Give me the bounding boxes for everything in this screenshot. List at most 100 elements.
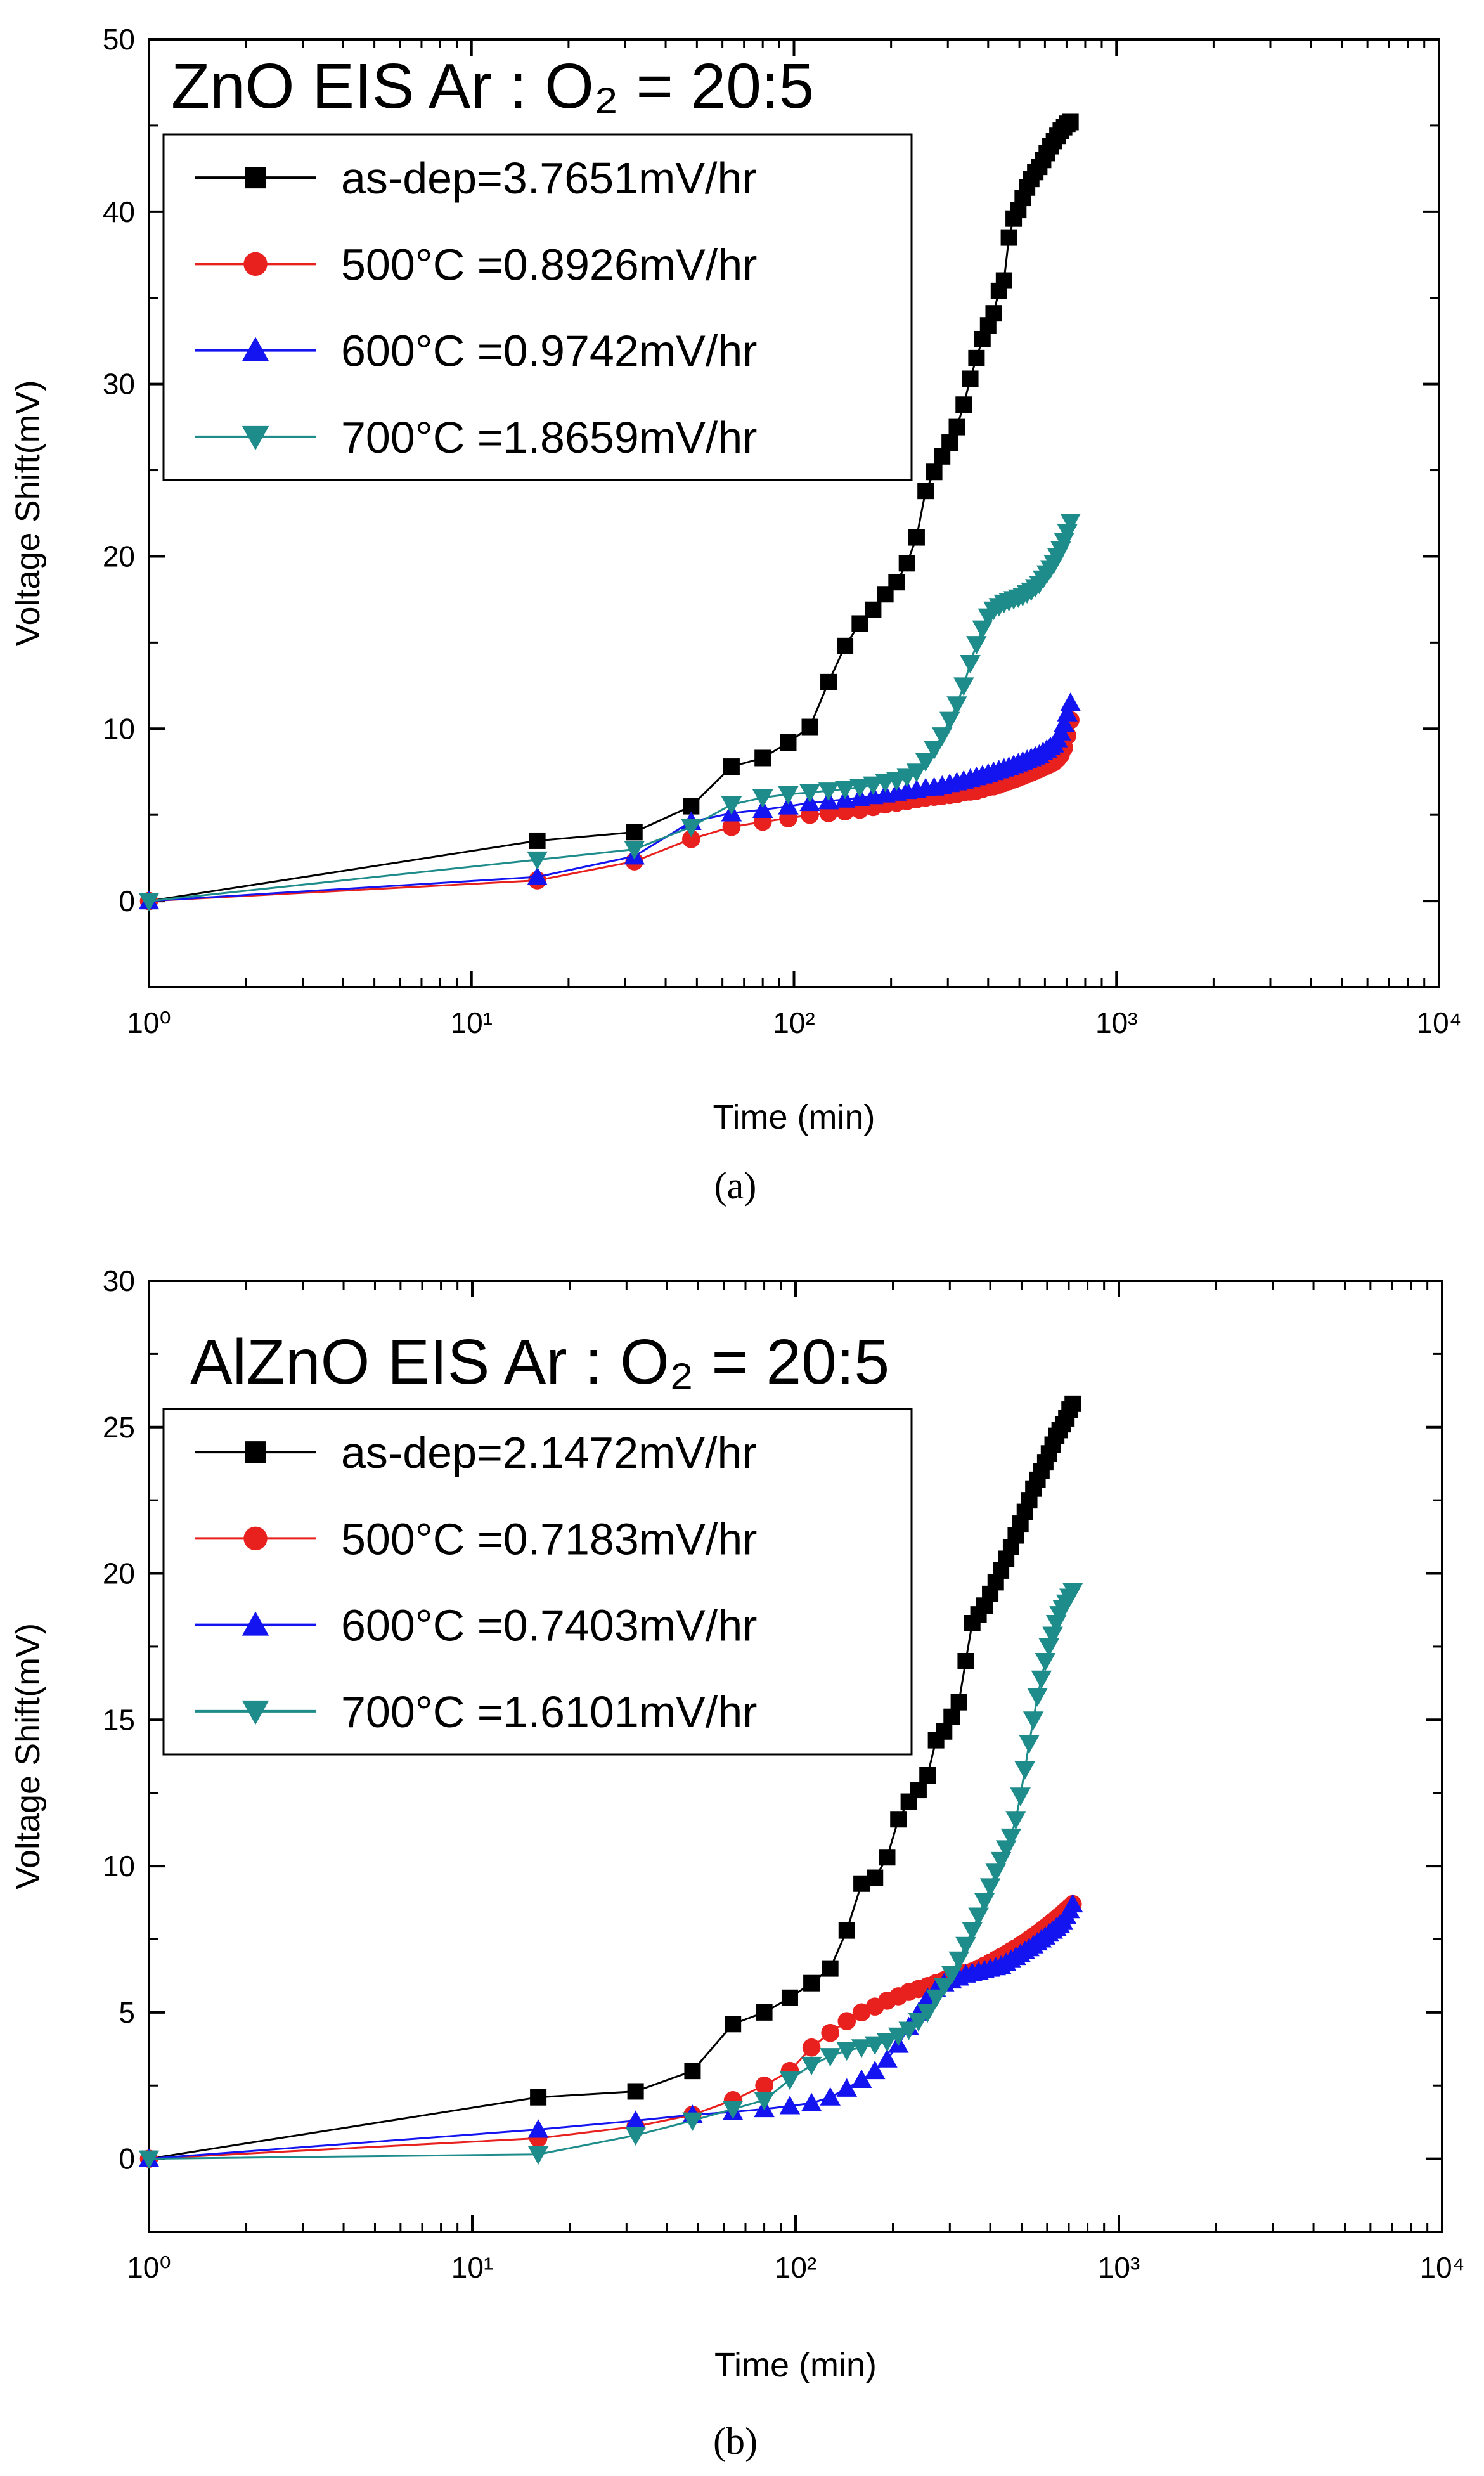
data-point (1038, 1638, 1060, 1657)
data-point (1057, 524, 1078, 543)
data-point (821, 2023, 839, 2042)
data-point (803, 1974, 820, 1992)
data-point (915, 753, 936, 772)
data-point (723, 758, 740, 775)
y-tick-label: 40 (103, 195, 135, 228)
y-tick-label: 0 (119, 2142, 135, 2175)
data-point (934, 1978, 955, 1997)
data-point (908, 529, 925, 546)
data-point (527, 2119, 549, 2138)
data-point (953, 677, 974, 696)
data-point (681, 819, 702, 838)
data-point (1062, 113, 1079, 131)
data-point (939, 711, 960, 730)
data-point (752, 789, 773, 808)
data-point (926, 1989, 946, 2009)
data-point (919, 1767, 936, 1784)
data-point (962, 370, 979, 387)
data-point (799, 784, 820, 803)
data-point (1060, 692, 1081, 711)
data-point (836, 2042, 858, 2061)
data-point (968, 1907, 989, 1926)
legend-box (162, 133, 913, 481)
data-point (917, 483, 934, 500)
series-0 (141, 1395, 1081, 2167)
data-point (1062, 1893, 1083, 1913)
data-point (888, 574, 905, 591)
data-point (778, 786, 799, 805)
data-point (948, 1951, 969, 1971)
data-point (974, 1893, 995, 1912)
data-point (725, 2016, 742, 2033)
data-point (1035, 1653, 1056, 1672)
chart-title: AlZnO EIS Ar : O₂ = 20:5 (190, 1326, 889, 1397)
x-tick-label: 10³ (1095, 1006, 1137, 1039)
data-point (1064, 1395, 1081, 1412)
x-tick-label: 10⁰ (127, 1006, 171, 1039)
x-tick-label: 10⁰ (127, 2251, 171, 2284)
y-tick-label: 25 (103, 1411, 135, 1444)
data-point (684, 2063, 701, 2080)
legend-label: 700°C =1.8659mV/hr (341, 413, 757, 462)
chart-title: ZnO EIS Ar : O₂ = 20:5 (171, 51, 814, 122)
x-tick-label: 10³ (1098, 2251, 1140, 2284)
data-point (865, 601, 882, 618)
legend-label: as-dep=3.7651mV/hr (341, 153, 757, 203)
y-tick-label: 30 (103, 368, 135, 401)
legend-box (162, 1408, 913, 1756)
data-point (837, 2012, 856, 2030)
data-point (898, 2021, 919, 2040)
data-point (779, 2071, 801, 2090)
x-tick-label: 10² (775, 2251, 816, 2284)
data-point (955, 396, 972, 413)
data-point (818, 782, 839, 801)
data-point (778, 796, 799, 815)
data-point (863, 776, 884, 795)
data-point (1005, 1811, 1026, 1830)
data-point (906, 763, 927, 782)
x-tick-label: 10⁴ (1420, 2251, 1465, 2284)
y-tick-label: 0 (119, 885, 135, 917)
data-point (756, 2004, 773, 2021)
data-point (625, 2110, 646, 2129)
data-point (955, 1936, 976, 1955)
data-point (820, 673, 837, 690)
y-tick-label: 10 (103, 712, 135, 745)
data-point (968, 349, 985, 366)
data-point (926, 463, 943, 481)
data-point (851, 615, 868, 632)
data-point (834, 781, 856, 800)
legend-label: as-dep=2.1472mV/hr (341, 1428, 757, 1477)
data-point (1042, 1626, 1063, 1645)
data-point (1027, 1688, 1048, 1707)
data-point (864, 2036, 886, 2055)
data-point (801, 718, 818, 736)
data-point (879, 1849, 896, 1866)
data-point (931, 727, 953, 746)
data-point (754, 749, 771, 767)
data-point (1000, 229, 1017, 246)
data-point (941, 434, 958, 451)
data-point (752, 799, 773, 819)
series-3 (138, 514, 1081, 912)
legend-swatch-marker (242, 1700, 269, 1725)
data-point (877, 2033, 898, 2052)
data-point (1062, 1583, 1083, 1602)
data-point (627, 2083, 644, 2100)
data-point (721, 796, 742, 815)
data-point (1057, 703, 1078, 722)
data-point (801, 2056, 822, 2076)
data-point (529, 832, 546, 849)
panel-label: (b) (713, 2420, 758, 2462)
data-point (877, 2049, 898, 2068)
data-point (527, 851, 548, 871)
data-point (527, 866, 548, 886)
data-point (908, 2013, 929, 2032)
y-tick-label: 20 (103, 540, 135, 573)
data-point (936, 1723, 953, 1740)
legend-label: 700°C =1.6101mV/hr (341, 1687, 757, 1737)
data-point (1031, 1670, 1052, 1689)
legend: as-dep=3.7651mV/hr 500°C =0.8926mV/hr 600°… (162, 133, 913, 481)
series-2 (138, 692, 1081, 910)
